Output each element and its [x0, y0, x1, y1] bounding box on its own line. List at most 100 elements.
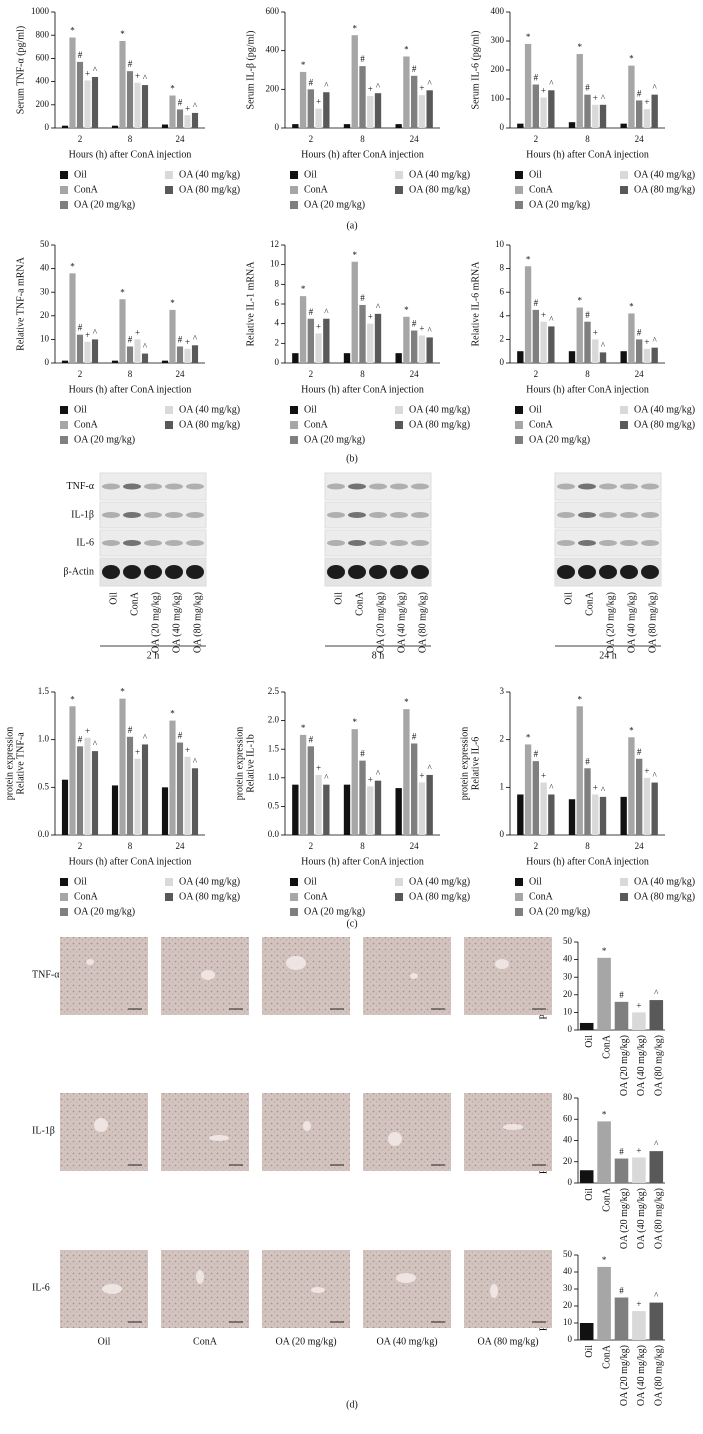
- legend-label: OA (40 mg/kg): [634, 404, 695, 415]
- significance-mark: #: [178, 98, 183, 108]
- significance-mark: #: [585, 756, 590, 766]
- legend-swatch: [620, 893, 628, 901]
- bar: [576, 706, 583, 835]
- blot-band: [165, 483, 183, 490]
- significance-mark: *: [629, 54, 634, 64]
- bar: [597, 1266, 611, 1340]
- significance-mark: +: [316, 763, 321, 773]
- bar: [517, 351, 524, 363]
- y-tick-label: 6: [500, 286, 505, 296]
- blot-band: [599, 540, 617, 546]
- blot-band: [599, 512, 617, 518]
- y-tick-label: 0.0: [38, 829, 50, 839]
- significance-mark: +: [644, 766, 649, 776]
- significance-mark: ^: [93, 739, 98, 749]
- bar: [292, 124, 299, 128]
- legend-label: OA (20 mg/kg): [304, 906, 365, 917]
- significance-mark: *: [404, 697, 409, 707]
- significance-mark: *: [353, 717, 358, 727]
- bar: [184, 115, 191, 128]
- legend-label: ConA: [304, 419, 329, 430]
- significance-mark: +: [636, 1000, 641, 1010]
- bar: [343, 784, 351, 835]
- bar: [597, 1121, 611, 1183]
- x-tick-label: OA (40 mg/kg): [636, 1035, 647, 1096]
- significance-mark: *: [70, 261, 75, 271]
- vessel: [209, 1135, 229, 1141]
- bar: [548, 326, 555, 363]
- bar: [651, 347, 658, 363]
- bar: [176, 109, 184, 128]
- significance-mark: #: [128, 335, 133, 345]
- legend-swatch: [515, 908, 523, 916]
- blot-band: [327, 512, 345, 518]
- legend-label: OA (20 mg/kg): [529, 199, 590, 210]
- bar: [84, 80, 91, 128]
- ihc-column-label: OA (80 mg/kg): [477, 1336, 538, 1347]
- lane-label: OA (20 mg/kg): [375, 592, 386, 653]
- bar: [343, 124, 351, 128]
- legend-swatch: [60, 171, 68, 179]
- bar: [141, 744, 149, 835]
- significance-mark: ^: [324, 773, 329, 783]
- y-tick-label: 200: [36, 99, 50, 109]
- legend-swatch: [620, 406, 628, 414]
- significance-mark: #: [360, 293, 365, 303]
- bar: [126, 736, 134, 835]
- legend-label: OA (40 mg/kg): [634, 169, 695, 180]
- bar: [548, 90, 555, 128]
- significance-mark: +: [419, 324, 424, 334]
- lane-label: Oil: [108, 592, 119, 605]
- legend-swatch: [290, 893, 298, 901]
- significance-mark: +: [85, 726, 90, 736]
- significance-mark: +: [541, 771, 546, 781]
- y-tick-label: 60: [563, 1113, 573, 1123]
- legend-swatch: [290, 436, 298, 444]
- x-tick-label: OA (20 mg/kg): [619, 1188, 630, 1249]
- legend-label: OA (80 mg/kg): [179, 419, 240, 430]
- y-tick-label: 50: [563, 1249, 573, 1259]
- vessel: [196, 1270, 204, 1284]
- x-tick-label: 24: [410, 369, 420, 379]
- y-tick-label: 0.5: [268, 800, 280, 810]
- legend-label: ConA: [74, 891, 99, 902]
- bar: [592, 794, 599, 835]
- legend-label: Oil: [304, 876, 317, 887]
- bar: [134, 758, 141, 835]
- blot-band: [186, 540, 204, 546]
- y-tick-label: 20: [563, 1156, 573, 1166]
- bar: [579, 1323, 594, 1340]
- blot-band: [123, 483, 141, 490]
- vessel: [503, 1124, 523, 1130]
- ihc-image: [363, 1093, 451, 1171]
- y-axis-label: Relative IL-1b: [245, 734, 256, 793]
- bar: [343, 353, 351, 363]
- x-tick-label: 2: [309, 369, 314, 379]
- vessel: [102, 1284, 122, 1294]
- legend-swatch: [290, 201, 298, 209]
- significance-mark: *: [70, 26, 75, 36]
- bar: [418, 335, 426, 363]
- blot-band: [102, 512, 120, 518]
- ihc-image: [262, 1250, 350, 1328]
- legend-label: OA (40 mg/kg): [409, 404, 470, 415]
- legend-swatch: [515, 186, 523, 194]
- bar: [649, 1302, 664, 1340]
- y-tick-label: 0.0: [268, 829, 280, 839]
- blot-band: [123, 512, 141, 518]
- bar: [635, 339, 643, 363]
- blot-band: [620, 540, 638, 546]
- significance-mark: *: [578, 296, 583, 306]
- blot-strip: [99, 501, 207, 529]
- vessel: [495, 959, 509, 969]
- legend-swatch: [515, 406, 523, 414]
- significance-mark: +: [135, 327, 140, 337]
- legend-swatch: [290, 878, 298, 886]
- legend-swatch: [165, 171, 173, 179]
- y-tick-label: 6: [275, 298, 280, 308]
- y-tick-label: 1000: [31, 6, 50, 16]
- significance-mark: #: [178, 335, 183, 345]
- blot-band: [123, 565, 141, 579]
- x-axis-label: Hours (h) after ConA injection: [69, 384, 192, 395]
